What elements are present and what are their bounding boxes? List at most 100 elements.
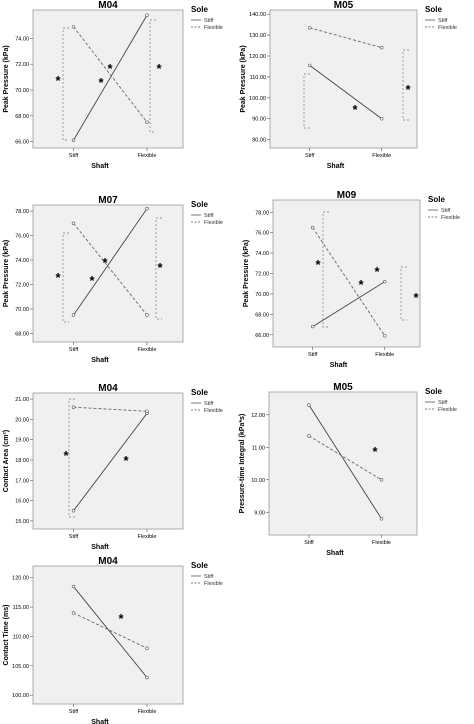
legend-entry: Stiff [438,400,448,406]
data-point [71,611,76,615]
significance-star: * [123,453,129,468]
y-tick-label: 72.00 [15,283,29,289]
x-tick-label: Stiff [308,352,318,358]
y-tick-label: 68.00 [255,312,269,318]
series-line [308,435,382,481]
x-axis-label: Shaft [327,163,345,170]
x-tick-label: Stiff [69,153,79,159]
data-point [145,206,149,211]
y-tick-label: 74.00 [15,36,29,42]
y-tick-label: 78.00 [15,209,29,215]
data-point [307,403,311,407]
significance-bracket [68,398,75,518]
y-tick-label: 76.00 [255,231,269,237]
data-point [383,334,387,338]
data-point [379,478,384,482]
series-line [73,208,148,316]
significance-bracket [303,73,310,129]
y-tick-label: 100.00 [249,96,266,102]
y-tick-label: 120.00 [12,576,29,582]
data-point [145,120,149,124]
y-tick-label: 12.00 [251,413,265,419]
x-tick-label: Stiff [304,540,314,546]
y-axis-label: Peak Pressure (kPa) [3,45,10,112]
significance-bracket [400,266,407,321]
plot-area [269,9,418,149]
significance-star: * [107,61,113,76]
x-tick-label: Flexible [138,534,157,540]
y-tick-label: 72.00 [15,62,29,68]
legend-entry: Flexible [204,408,223,414]
legend-entry: Stiff [438,18,448,24]
y-tick-label: 72.00 [255,272,269,278]
legend-entry: Flexible [441,215,460,221]
significance-star: * [98,75,104,90]
y-axis-label: Peak Pressure (kPa) [3,240,10,307]
y-tick-label: 68.00 [15,331,29,337]
y-tick-label: 78.00 [255,210,269,216]
legend-entry: Stiff [204,18,214,24]
data-point [71,509,76,513]
series-line [308,404,382,519]
legend-entry: Flexible [438,407,457,413]
significance-star: * [315,257,321,272]
x-tick-label: Stiff [69,709,79,715]
x-tick-label: Flexible [138,347,157,353]
x-tick-label: Flexible [372,540,391,546]
significance-star: * [55,270,61,285]
y-tick-label: 74.00 [255,251,269,257]
x-axis-label: Shaft [326,550,344,557]
plot-area [32,9,184,149]
significance-star: * [118,611,124,626]
y-tick-label: 140.00 [249,12,266,18]
x-tick-label: Stiff [69,347,79,353]
significance-star: * [102,255,108,270]
data-point [71,25,76,29]
data-point [310,225,315,230]
y-tick-label: 130.00 [249,33,266,39]
legend-entry: Flexible [204,220,223,226]
y-tick-label: 76.00 [15,234,29,240]
significance-star: * [89,273,95,288]
legend-entry: Flexible [438,25,457,31]
legend-title: Sole [425,387,442,396]
y-tick-label: 15.00 [15,519,29,525]
significance-star: * [358,277,364,292]
significance-star: * [352,102,358,117]
x-tick-label: Stiff [305,153,315,159]
y-tick-label: 10.00 [251,478,265,484]
x-tick-label: Flexible [375,352,394,358]
data-point [379,517,384,521]
x-axis-label: Shaft [91,357,109,364]
significance-star: * [63,448,69,463]
chart-title: M05 [334,0,354,11]
y-tick-label: 11.00 [252,445,265,451]
data-point [380,45,384,50]
series-line [73,612,148,649]
chart-title: M09 [337,190,357,201]
y-tick-label: 17.00 [15,478,29,484]
significance-star: * [157,260,163,275]
significance-bracket [155,217,162,320]
x-axis-label: Shaft [91,163,109,170]
series-line [73,26,148,123]
legend-entry: Flexible [204,581,223,587]
legend-title: Sole [191,200,208,209]
x-tick-label: Stiff [69,534,79,540]
data-point [71,221,76,226]
y-tick-label: 9.00 [254,510,265,516]
y-tick-label: 90.00 [252,117,266,123]
plot-area [32,565,184,705]
legend-entry: Stiff [441,208,451,214]
significance-star: * [156,61,162,76]
legend-title: Sole [428,195,445,204]
y-tick-label: 110.00 [250,75,266,81]
series-line [312,227,386,337]
data-point [307,63,312,68]
chart-title: M07 [98,195,118,206]
series-line [73,406,148,412]
legend-entry: Stiff [204,401,214,407]
y-tick-label: 105.00 [12,664,29,670]
